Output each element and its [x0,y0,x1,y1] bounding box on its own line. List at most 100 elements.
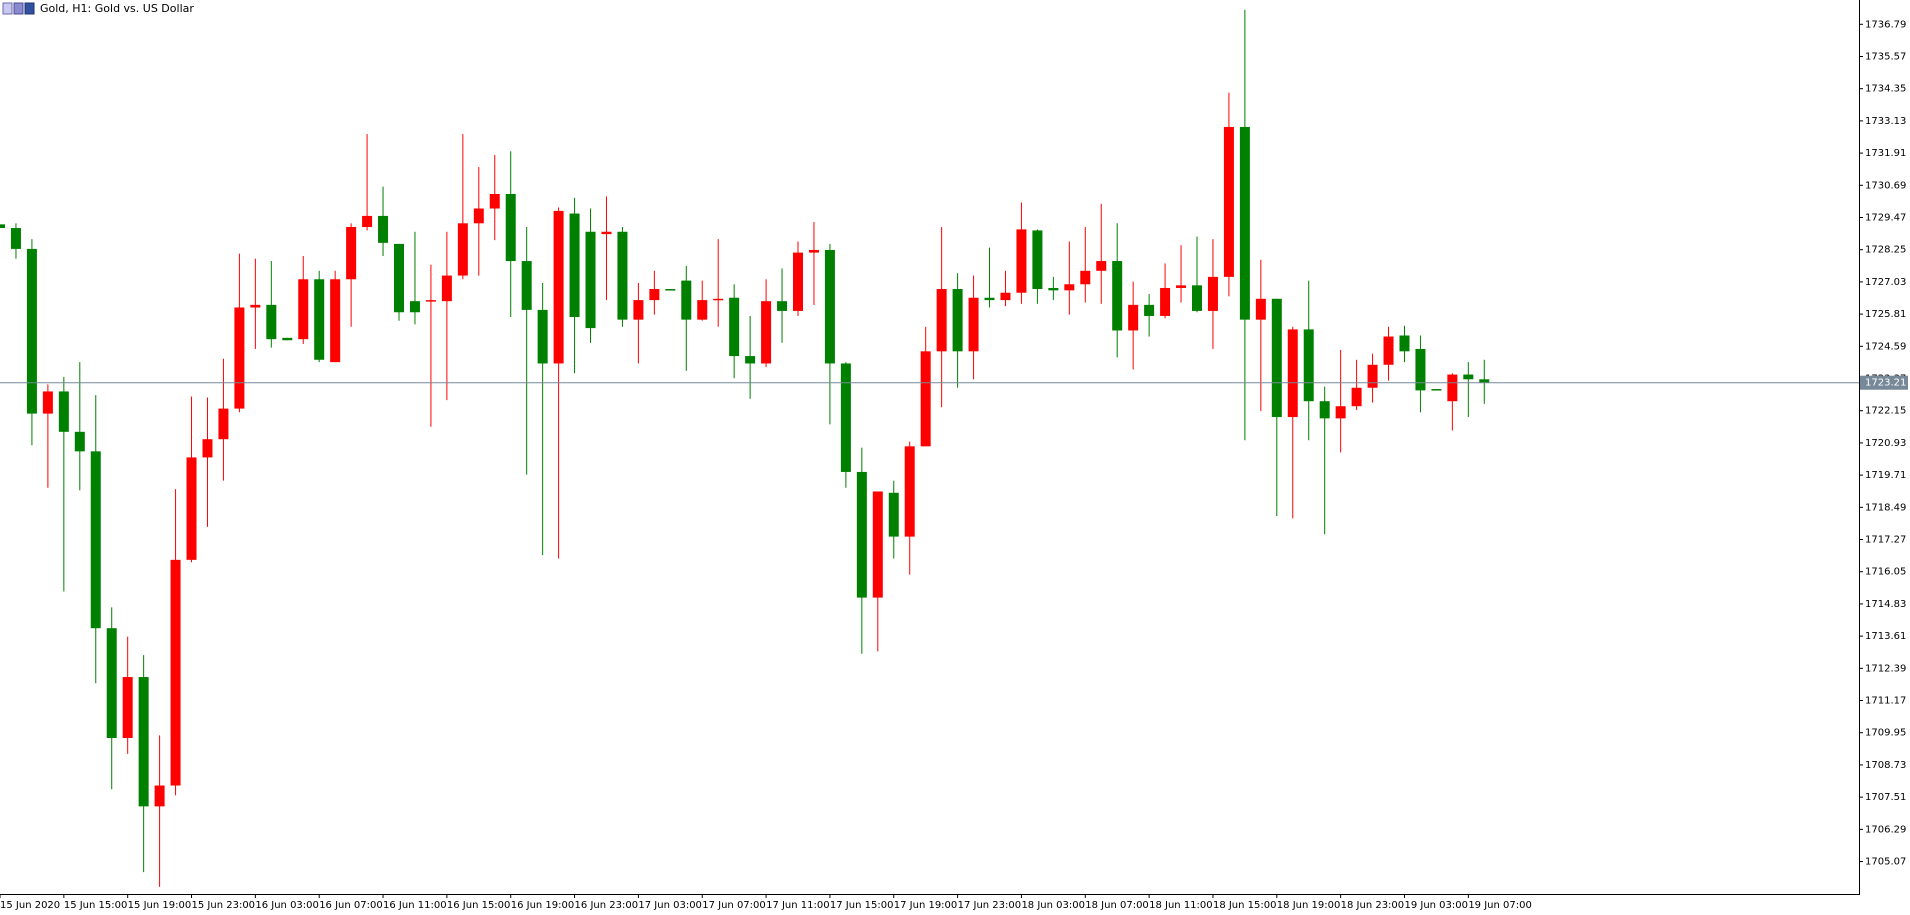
y-tick-label: 1706.29 [1865,824,1906,835]
candle-body [1064,284,1075,291]
candle-body [936,289,947,352]
last-price-box [1860,375,1908,390]
candle-body [697,300,708,320]
candle-body [234,307,245,409]
candle-body [569,213,580,318]
y-tick-label: 1717.27 [1865,535,1906,546]
y-tick-label: 1720.93 [1865,438,1906,449]
candle-body [1431,389,1442,391]
candle-body [298,279,309,340]
candle-body [777,301,788,311]
candle-body [1319,401,1330,419]
x-tick-label: 16 Jun 11:00 [383,900,447,911]
x-tick-label: 18 Jun 23:00 [1341,900,1405,911]
last-price-label: 1723.21 [1865,378,1906,389]
y-tick-label: 1734.35 [1865,84,1906,95]
y-tick-label: 1714.83 [1865,599,1906,610]
candle-body [713,298,724,301]
x-tick-label: 18 Jun 15:00 [1213,900,1277,911]
candle-body [489,194,500,209]
x-tick-label: 18 Jun 03:00 [1021,900,1085,911]
candle-body [633,300,644,320]
candle-body [1048,287,1059,291]
candle-body [617,231,628,320]
candle-body [218,408,229,440]
y-tick-label: 1711.17 [1865,696,1906,707]
candle-body [425,300,436,302]
y-tick-label: 1725.81 [1865,309,1906,320]
candle-body [1367,364,1378,388]
candle-body [1271,298,1282,418]
candle-body [553,210,564,364]
candle-body [266,304,277,340]
candle-body [840,363,851,472]
candle-body [649,289,660,301]
candle-body [138,677,149,807]
candle-body [1287,329,1298,418]
candle-body [904,446,915,537]
candle-body [968,297,979,352]
candle-body [729,297,740,357]
y-tick-label: 1716.05 [1865,567,1906,578]
candle-body [170,559,181,786]
x-tick-label: 16 Jun 03:00 [255,900,319,911]
candle-body [1479,379,1490,383]
y-tick-label: 1727.03 [1865,277,1906,288]
candle-body [808,249,819,253]
candle-body [1192,285,1202,311]
y-tick-label: 1736.79 [1865,19,1906,30]
candle-body [1176,285,1187,288]
x-tick-label: 17 Jun 07:00 [702,900,766,911]
x-tick-label: 18 Jun 11:00 [1149,900,1213,911]
candle-body [1383,336,1394,365]
candle-body [409,301,420,313]
candle-body [154,785,165,807]
candle-body [681,280,692,320]
candle-body [1128,304,1139,331]
candle-body [1399,335,1410,352]
candle-body [0,224,5,229]
x-tick-label: 16 Jun 07:00 [319,900,383,911]
candle-body [1255,298,1266,320]
candle-body [1144,304,1155,316]
y-tick-label: 1712.39 [1865,663,1906,674]
y-tick-label: 1708.73 [1865,760,1906,771]
candle-body [186,457,197,560]
y-tick-label: 1731.91 [1865,148,1906,159]
candle-body [1112,261,1123,331]
candle-body [1096,261,1107,271]
y-tick-label: 1705.07 [1865,857,1906,868]
y-tick-label: 1724.59 [1865,341,1906,352]
x-tick-label: 17 Jun 23:00 [958,900,1022,911]
candle-body [1239,126,1250,320]
candle-body [250,304,261,308]
candle-body [824,249,835,364]
candle-body [984,297,995,301]
candle-body [1160,287,1171,316]
candle-body [761,301,772,364]
x-tick-label: 18 Jun 19:00 [1277,900,1341,911]
candle-body [1335,406,1346,419]
x-tick-label: 15 Jun 23:00 [192,900,256,911]
candle-body [26,248,37,414]
x-tick-label: 16 Jun 15:00 [447,900,511,911]
candle-body [457,223,468,276]
candle-body [952,289,963,352]
x-tick-label: 19 Jun 03:00 [1404,900,1468,911]
candle-body [872,491,883,598]
y-tick-label: 1728.25 [1865,245,1906,256]
candle-body [42,391,53,414]
candle-body [920,351,931,447]
y-tick-label: 1730.69 [1865,180,1906,191]
x-tick-label: 16 Jun 19:00 [511,900,575,911]
x-tick-label: 17 Jun 19:00 [894,900,958,911]
candle-body [378,215,389,243]
x-tick-label: 16 Jun 23:00 [575,900,639,911]
x-tick-label: 17 Jun 15:00 [830,900,894,911]
candle-body [1303,329,1314,402]
candle-body [1080,270,1091,285]
y-tick-label: 1729.47 [1865,212,1906,223]
candle-body [346,226,357,280]
